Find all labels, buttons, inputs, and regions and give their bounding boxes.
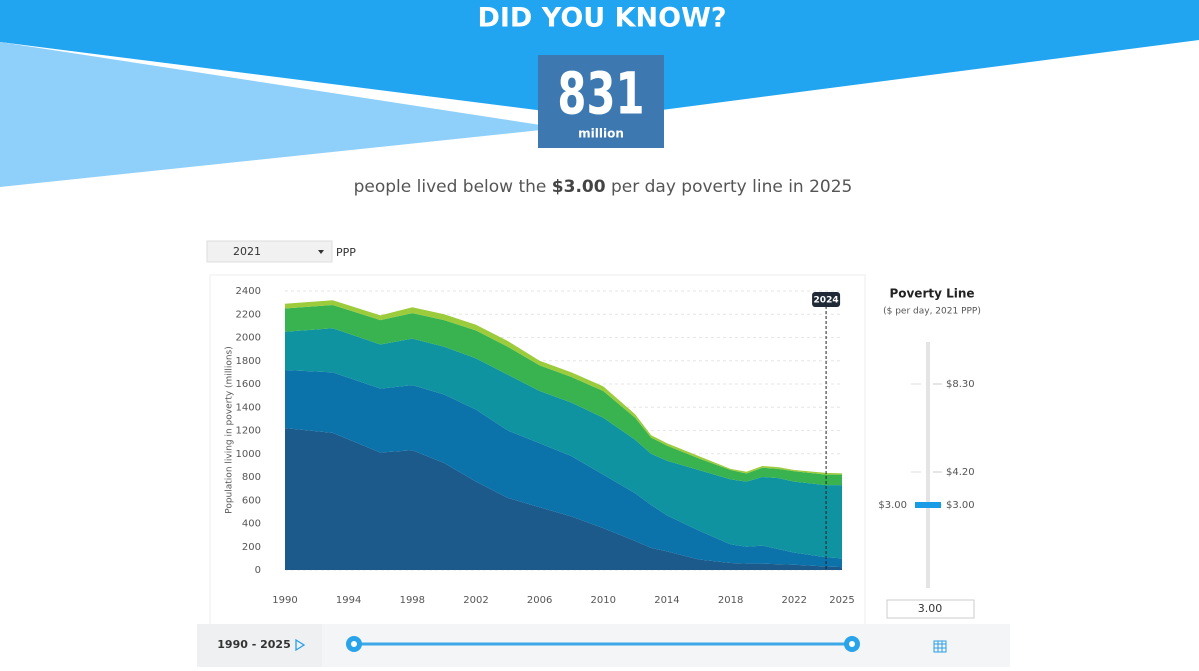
handle-dot	[351, 641, 357, 647]
x-tick-label: 1998	[400, 595, 425, 606]
x-tick-label: 2002	[463, 595, 488, 606]
header-title: DID YOU KNOW?	[477, 3, 726, 34]
poverty-input[interactable]	[886, 599, 975, 619]
y-tick-label: 200	[242, 542, 261, 553]
x-tick-label: 2014	[654, 595, 679, 606]
y-tick-label: 2000	[236, 333, 261, 344]
headline-text: per day poverty line in 2025	[606, 177, 853, 197]
poverty-slider: $8.30 $4.20 $3.00	[911, 379, 975, 511]
number-box	[538, 55, 664, 148]
y-tick-label: 600	[242, 495, 261, 506]
timeline-range: 1990 - 2025	[217, 638, 290, 651]
poverty-line-subtitle: ($ per day, 2021 PPP)	[883, 307, 981, 317]
header-triangle	[0, 42, 560, 187]
headline: people lived below the $3.00 per day pov…	[354, 177, 853, 197]
slider-handle[interactable]	[915, 502, 941, 508]
headline-text: people lived below the	[354, 177, 552, 197]
y-tick-label: 1800	[236, 356, 261, 367]
slider-track[interactable]	[926, 342, 930, 588]
slider-tick-label: $3.00	[946, 500, 975, 511]
y-tick-label: 1000	[236, 449, 261, 460]
area-series	[285, 304, 842, 486]
slider-tick-label: $8.30	[946, 379, 975, 390]
x-tick-label: 1990	[272, 595, 297, 606]
plot: 0 200 400 600 800 1000 1200 1400 1600 1800 2000 220…	[225, 286, 855, 606]
handle-dot	[849, 641, 855, 647]
x-tick-label: 2018	[718, 595, 743, 606]
timeline-range-box	[197, 624, 322, 667]
x-tick-label: 2025	[829, 595, 854, 606]
poverty-line-title: Poverty Line	[889, 287, 974, 301]
play-button[interactable]	[295, 638, 306, 652]
y-tick-label: 2400	[236, 286, 261, 297]
area-series	[285, 328, 842, 559]
year-marker-box	[812, 292, 841, 307]
ppp-label: PPP	[336, 246, 356, 259]
y-tick-label: 1400	[236, 402, 261, 413]
headline-bold: $3.00	[552, 177, 606, 197]
x-tick-label: 2010	[591, 595, 616, 606]
big-number: 831	[557, 60, 644, 128]
x-tick-label: 2006	[527, 595, 552, 606]
x-tick-label: 1994	[336, 595, 361, 606]
y-tick-label: 1600	[236, 379, 261, 390]
slider-tick-label: $4.20	[946, 467, 975, 478]
big-number-unit: million	[578, 127, 624, 141]
poverty-input-value[interactable]: 3.00	[918, 602, 943, 615]
year-marker-label: 2024	[814, 296, 839, 306]
y-tick-label: 400	[242, 519, 261, 530]
dropdown-arrow	[318, 250, 324, 254]
x-tick-label: 2022	[782, 595, 807, 606]
y-tick-label: 0	[255, 565, 261, 576]
y-tick-label: 800	[242, 472, 261, 483]
y-tick-label: 2200	[236, 309, 261, 320]
y-tick-label: 1200	[236, 426, 261, 437]
table-icon[interactable]	[933, 640, 947, 653]
y-axis-label: Population living in poverty (millions)	[225, 346, 235, 514]
area-series	[285, 370, 842, 568]
slider-current: $3.00	[878, 500, 907, 511]
ppp-dropdown[interactable]	[206, 240, 333, 263]
area-series	[285, 428, 842, 570]
ppp-year[interactable]: 2021	[233, 245, 261, 258]
